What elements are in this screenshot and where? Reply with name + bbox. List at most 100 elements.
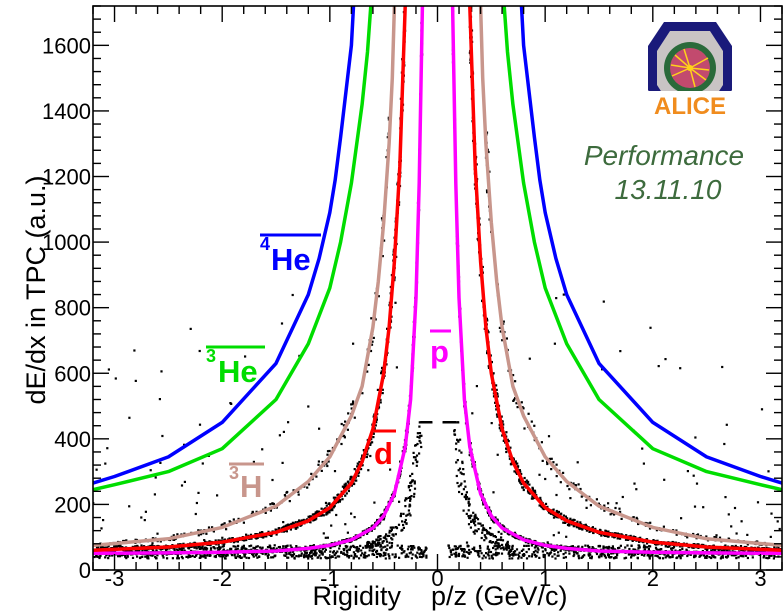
scatter-point [194,512,197,516]
scatter-point [409,474,412,478]
scatter-point [694,555,697,558]
scatter-point [702,506,705,509]
scatter-point [507,440,510,443]
scatter-point [241,547,244,550]
scatter-point [530,544,533,547]
scatter-point [685,548,688,551]
scatter-point [496,415,499,418]
scatter-point [378,542,381,545]
scatter-point [352,342,355,345]
scatter-point [555,475,558,478]
y-tick-label: 1400 [42,99,91,124]
scatter-point [228,520,231,523]
scatter-point [602,547,605,550]
scatter-point [465,512,468,515]
scatter-point [378,535,381,538]
scatter-point [459,438,462,441]
scatter-point [288,552,291,555]
scatter-point [454,421,457,424]
scatter-point [243,553,246,556]
scatter-point [261,552,264,555]
scatter-point [468,503,471,506]
scatter-point [400,552,403,555]
scatter-point [472,520,475,523]
scatter-point [242,546,245,549]
scatter-point [694,436,697,439]
scatter-point [734,554,737,557]
scatter-point [624,546,627,549]
scatter-point [347,489,350,493]
scatter-point [689,553,692,556]
scatter-point [460,549,464,552]
scatter-point [410,546,413,549]
scatter-point [577,557,581,560]
scatter-point [512,399,515,402]
scatter-point [770,554,773,557]
scatter-point [390,544,393,547]
scatter-point [131,556,135,559]
scatter-point [107,544,110,547]
scatter-point [584,544,587,547]
scatter-point [472,548,476,551]
scatter-point [564,551,567,554]
scatter-point [494,401,497,404]
scatter-point [632,516,635,519]
scatter-point [671,540,674,544]
scatter-point [555,463,558,466]
scatter-point [678,545,681,548]
scatter-point [632,548,635,551]
scatter-point [271,478,274,482]
scatter-point [500,552,504,555]
scatter-point [664,556,667,559]
scatter-point [456,439,460,442]
scatter-point [746,533,749,536]
scatter-point [508,546,511,549]
scatter-point [580,495,583,498]
scatter-point [509,446,512,449]
scatter-point [418,432,422,435]
scatter-point [338,500,341,503]
scatter-point [492,491,495,494]
scatter-point [557,551,560,554]
scatter-point [532,496,535,500]
scatter-point [494,542,497,545]
scatter-point [346,554,349,557]
scatter-point [608,545,611,548]
scatter-point [511,544,514,547]
scatter-point [633,482,636,485]
scatter-point [527,412,530,415]
scatter-point [671,553,674,556]
curve-4-positive [519,6,782,485]
scatter-point [360,468,363,471]
scatter-point [577,554,580,557]
scatter-point [256,556,259,559]
scatter-point [345,549,349,552]
scatter-point [612,552,615,555]
scatter-point [447,544,450,547]
scatter-point [208,540,211,543]
scatter-point [705,535,708,538]
scatter-point [312,544,315,547]
scatter-point [409,551,413,554]
scatter-point [501,339,504,342]
scatter-point [289,553,292,556]
scatter-point [211,526,214,529]
scatter-point [560,544,563,547]
scatter-point [652,539,655,542]
scatter-point [417,546,420,549]
scatter-point [354,479,357,482]
scatter-point [340,422,343,426]
scatter-point [769,535,772,538]
scatter-point [456,547,459,550]
curve-1-negative [93,6,407,553]
scatter-point [706,554,709,558]
scatter-point [356,465,359,468]
scatter-point [686,536,689,539]
scatter-point [180,547,184,550]
scatter-point [734,544,737,547]
scatter-point [349,476,352,479]
scatter-point [566,517,569,520]
scatter-point [454,545,458,548]
scatter-point [618,507,621,510]
scatter-point [637,547,640,550]
